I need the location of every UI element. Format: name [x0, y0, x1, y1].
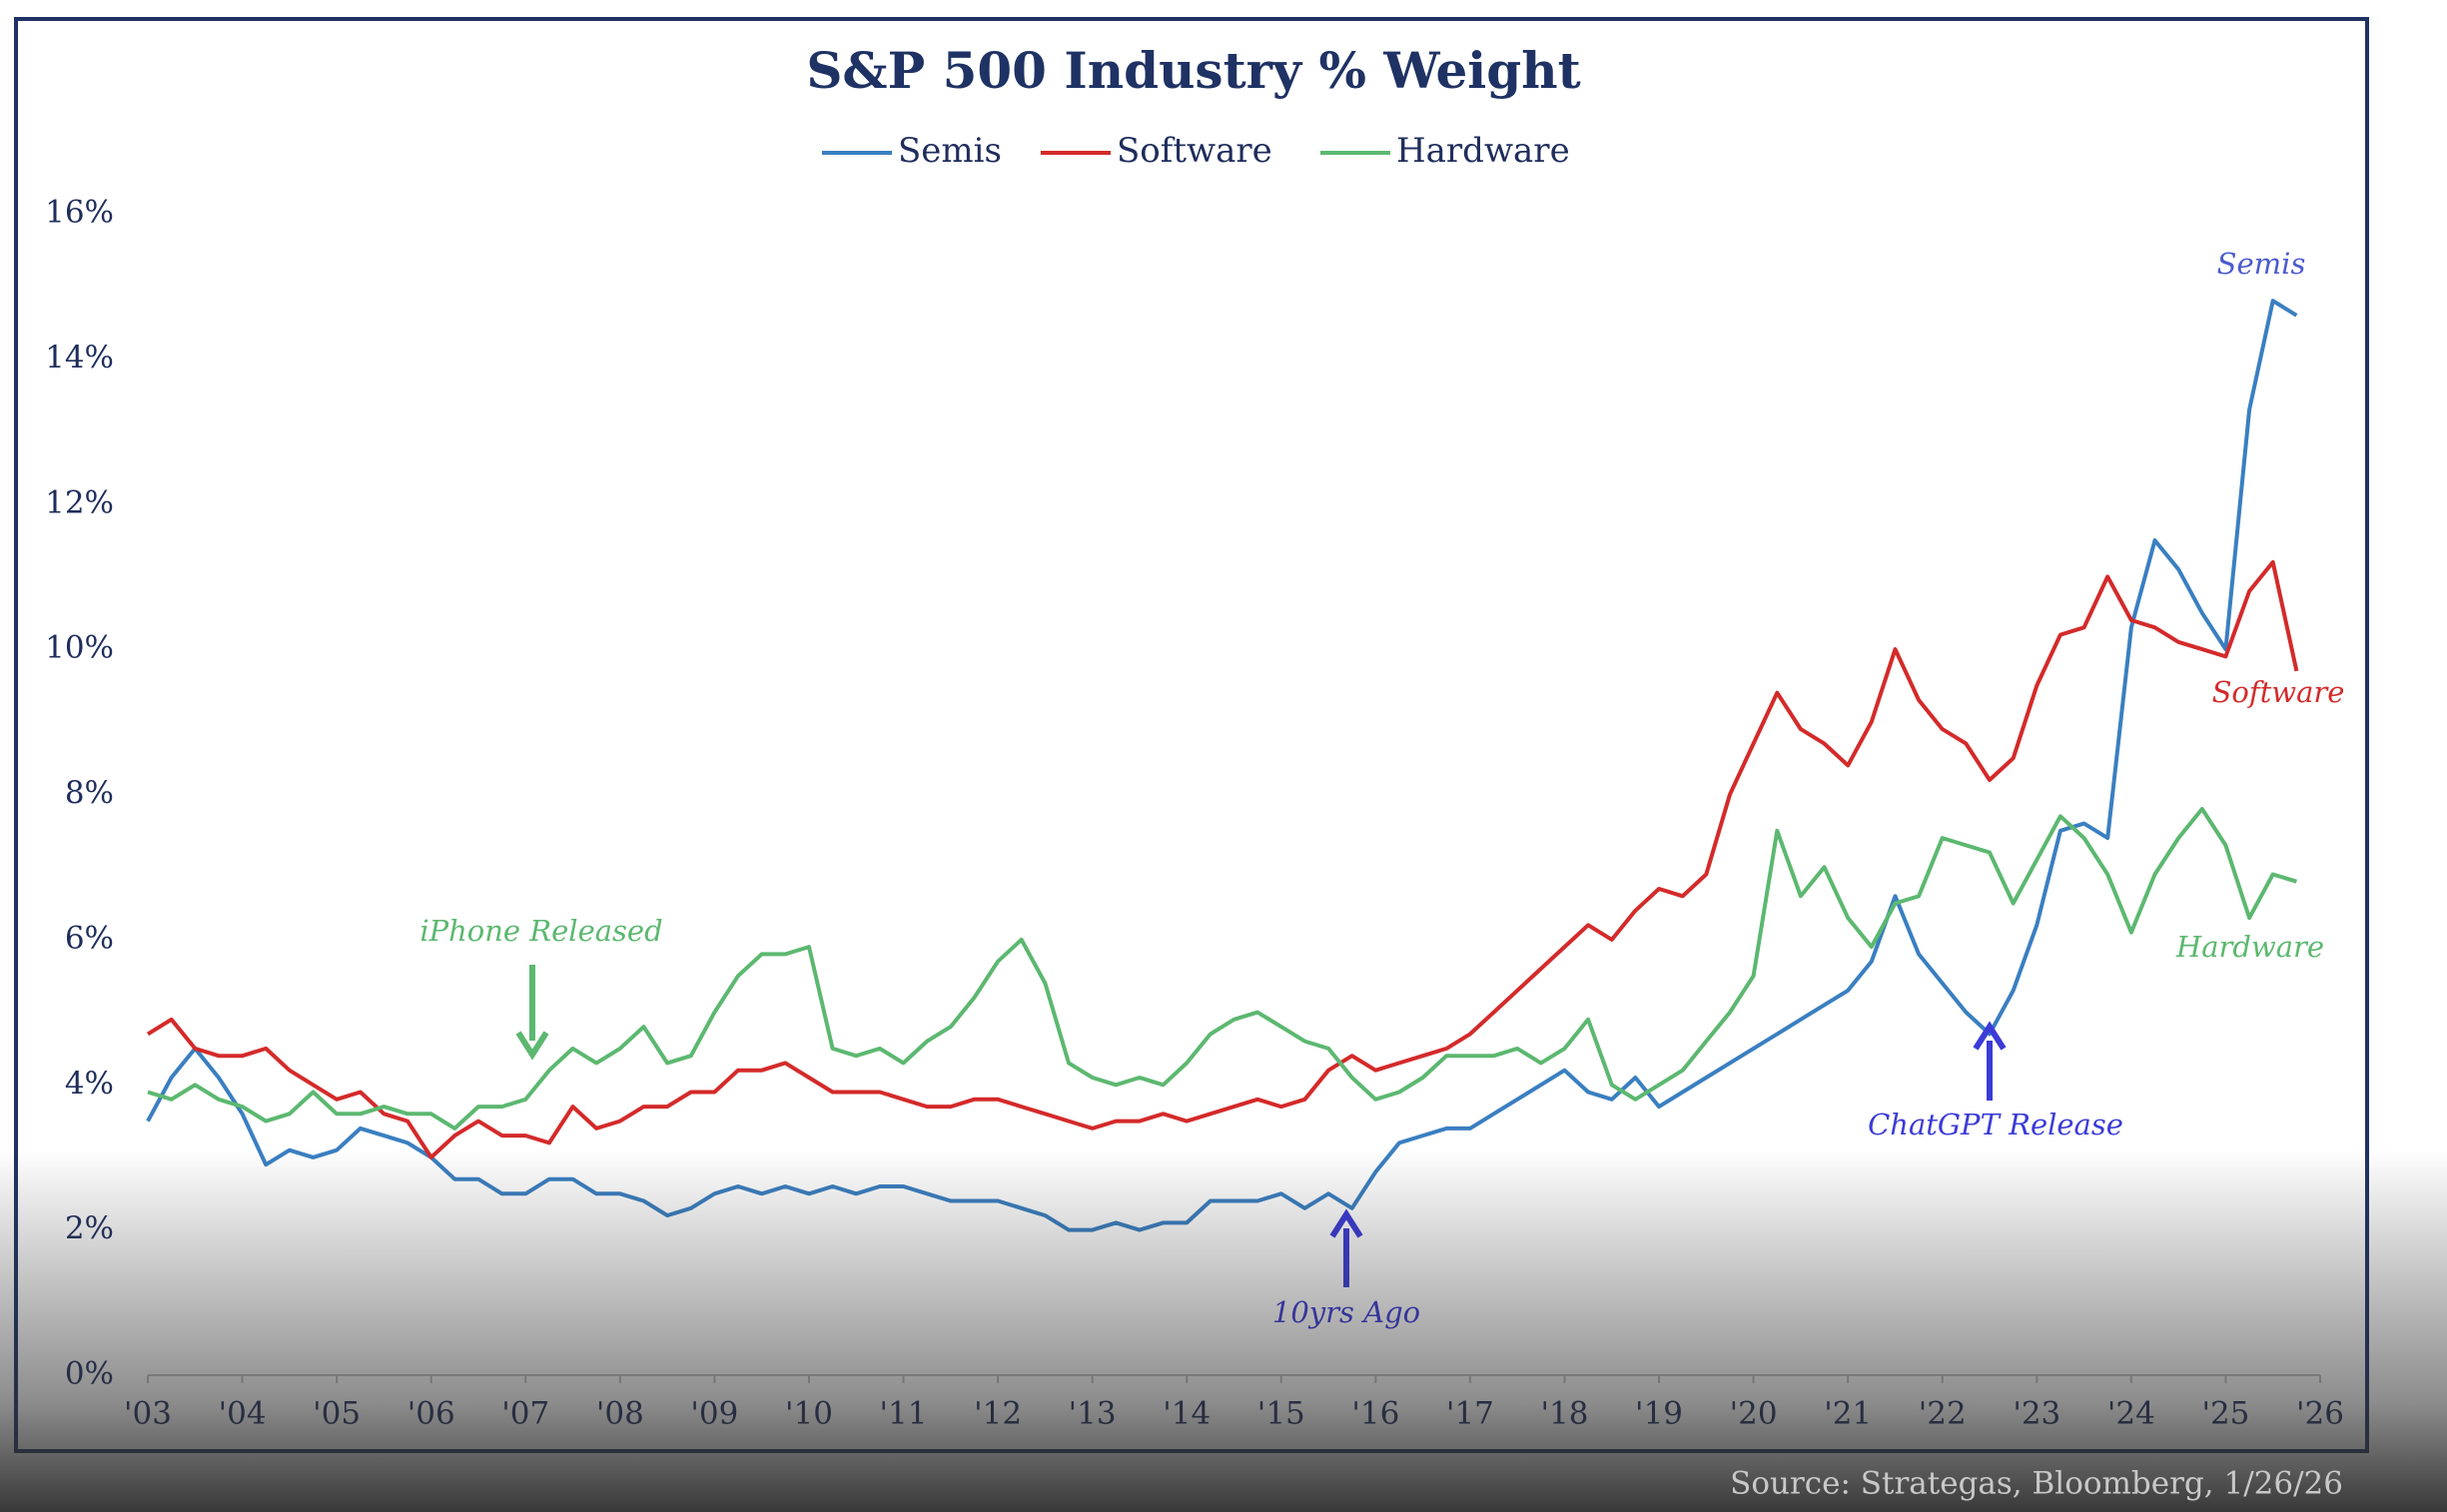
y-tick-label: 16%: [45, 195, 114, 231]
y-tick-label: 8%: [65, 775, 114, 811]
screen-shade: [0, 1148, 2447, 1512]
annotation-arrowhead: [1973, 1021, 2007, 1051]
y-tick-label: 10%: [45, 630, 114, 666]
annotation: Semis: [2217, 247, 2306, 281]
annotation-arrowhead: [515, 1031, 549, 1061]
annotation: ChatGPT Release: [1868, 1108, 2123, 1141]
source-note: Source: Strategas, Bloomberg, 1/26/26: [1730, 1466, 2343, 1502]
annotation: Hardware: [2175, 930, 2324, 964]
series-line: [147, 807, 2297, 1131]
annotation: Software: [2212, 675, 2345, 709]
y-tick-label: 12%: [45, 484, 114, 520]
legend-label: Semis: [898, 131, 1002, 171]
chart-title: S&P 500 Industry % Weight: [806, 41, 1580, 100]
legend-label: Hardware: [1396, 131, 1570, 171]
series-line: [146, 559, 2299, 1159]
annotation: iPhone Released: [419, 914, 662, 948]
y-tick-label: 14%: [45, 340, 114, 376]
y-tick-label: 6%: [65, 920, 114, 956]
legend-label: Software: [1117, 131, 1272, 171]
y-tick-label: 4%: [65, 1066, 114, 1102]
